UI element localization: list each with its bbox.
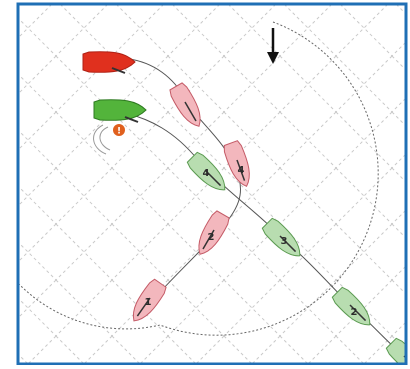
arrow-down-icon <box>267 28 279 64</box>
red-boat-label: 2 <box>208 232 215 243</box>
svg-text:!: ! <box>117 127 121 137</box>
red-boat-1 <box>132 278 167 322</box>
green-boat-4 <box>186 151 226 191</box>
diagram-frame <box>16 2 408 366</box>
green-lead-sail <box>124 116 139 123</box>
green-lead-boat <box>93 99 147 121</box>
red-boat-label: 4 <box>238 165 245 176</box>
green-boat-label: 2 <box>351 307 358 318</box>
red-boat-label: 1 <box>145 297 152 308</box>
swing-marks <box>93 124 111 155</box>
red-boat-3 <box>198 210 230 255</box>
caution-marker: ! <box>113 124 125 137</box>
green-boat-label: 3 <box>281 236 288 247</box>
green-boat-label: 4 <box>203 168 210 179</box>
green-boat-2 <box>331 286 371 326</box>
red-boat-4 <box>223 140 250 187</box>
green-boat-3 <box>261 217 301 257</box>
red-lead-sail <box>111 67 126 74</box>
red-boat-5 <box>169 82 201 127</box>
zone-circle <box>17 21 379 336</box>
red-lead-boat <box>82 51 136 73</box>
